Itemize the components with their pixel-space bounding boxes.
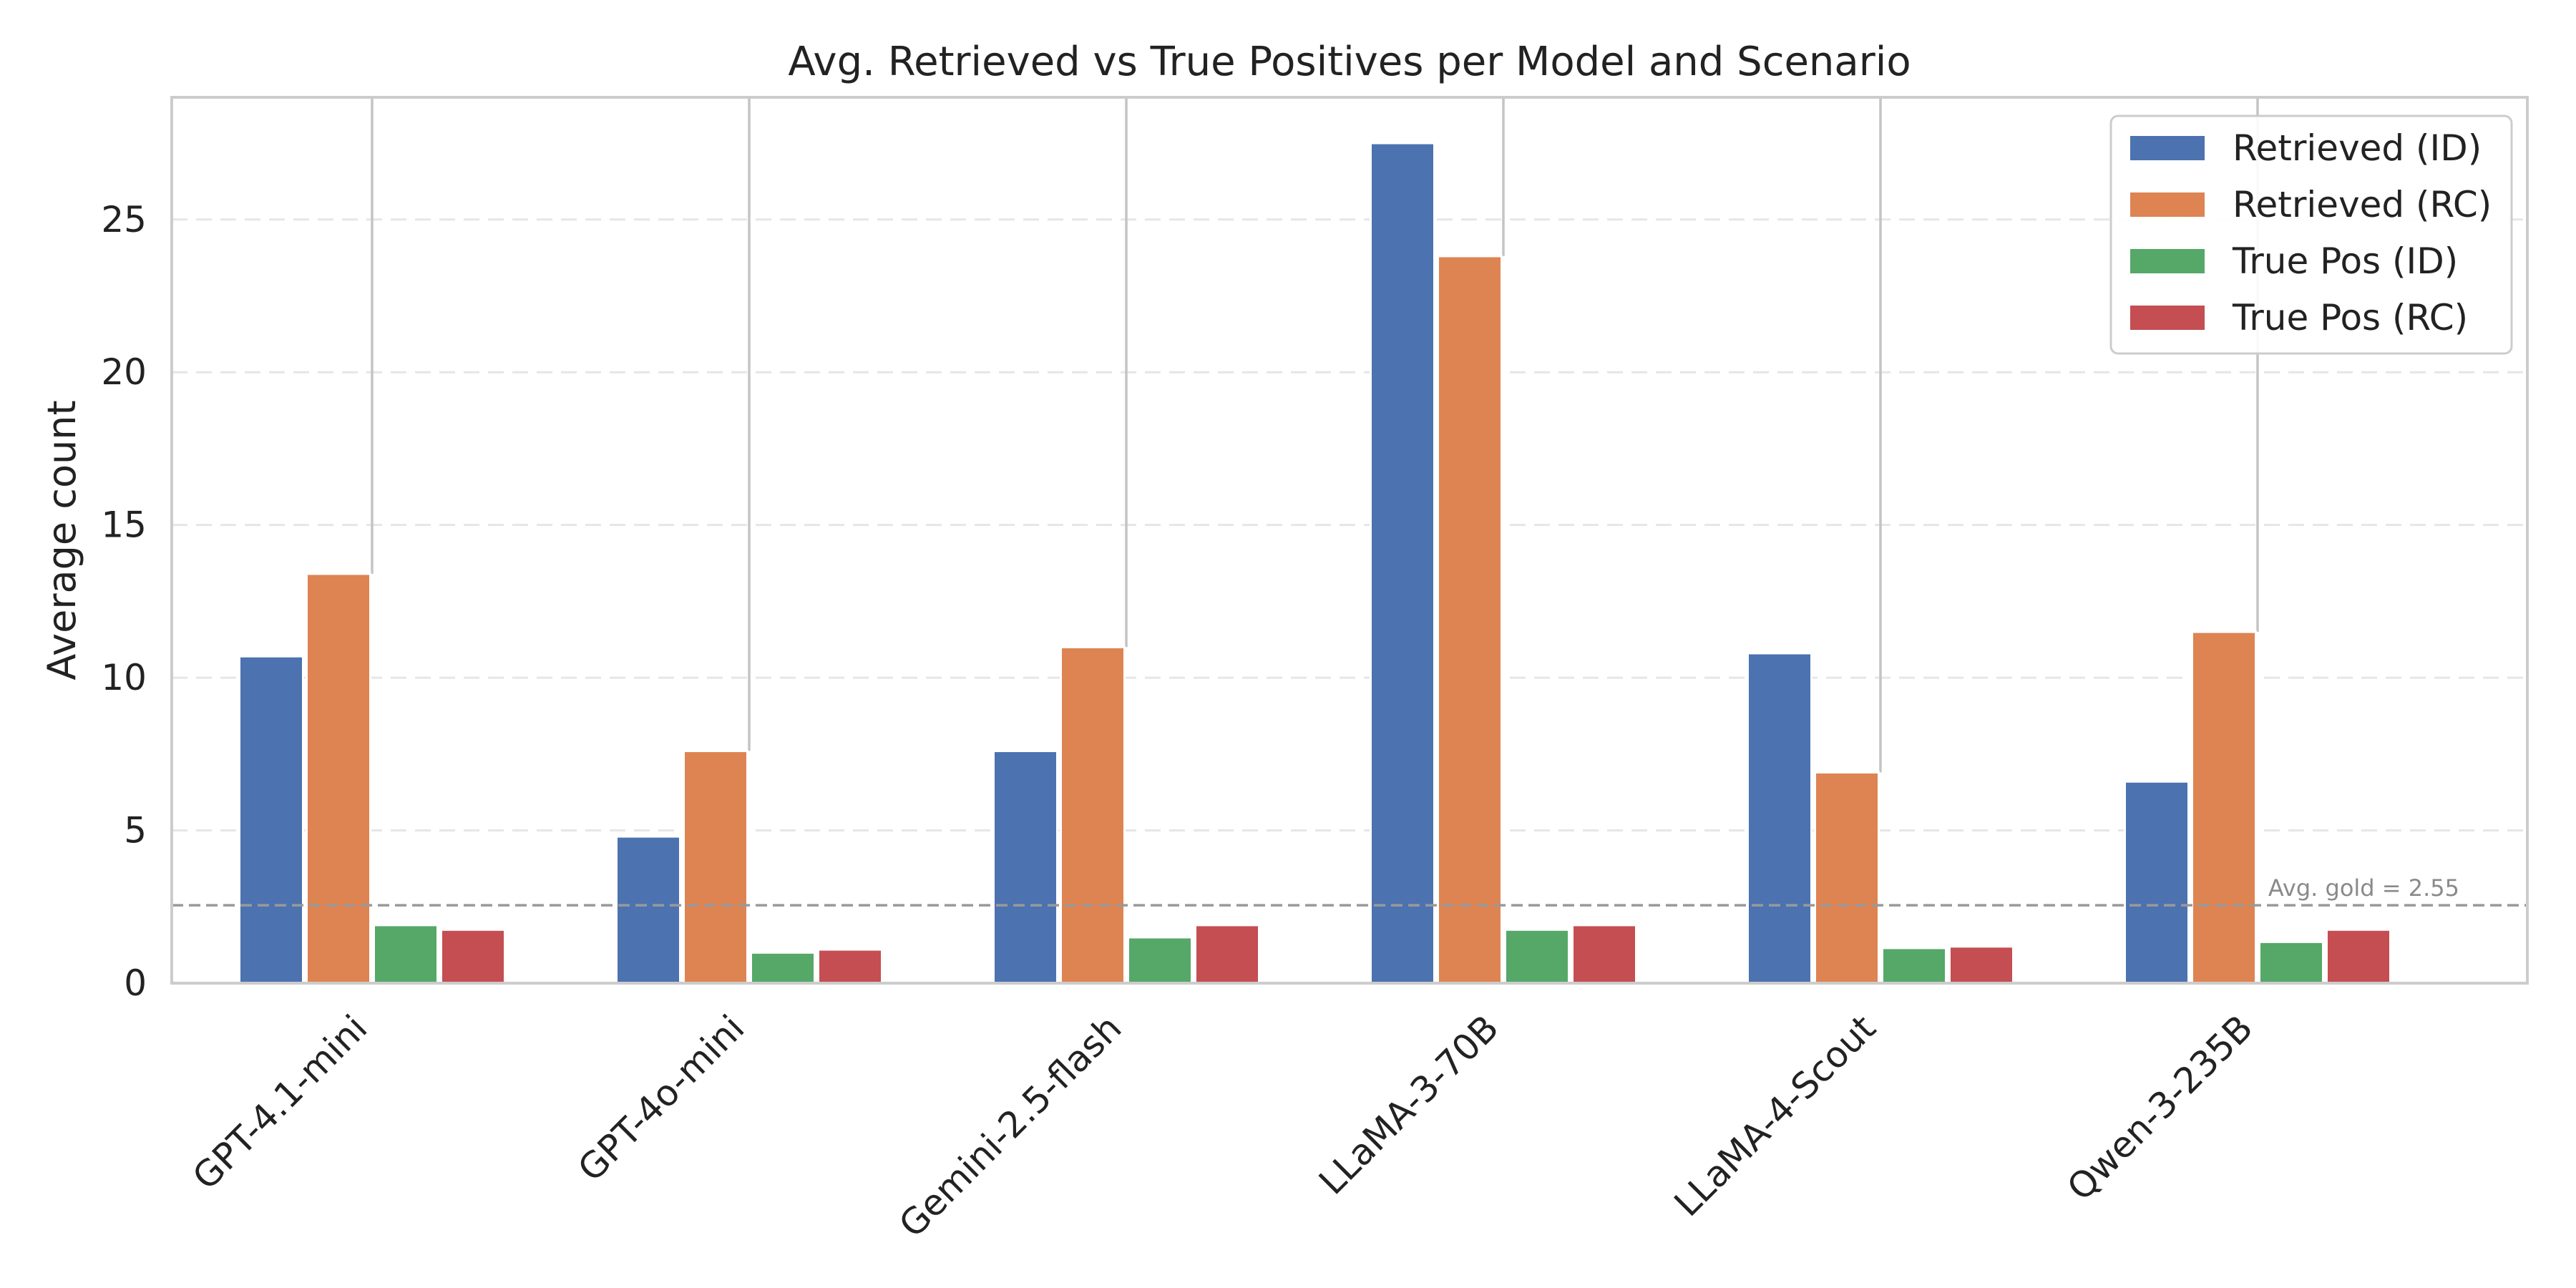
bar-gpt-4o-mini-true-pos-rc (817, 948, 883, 985)
plot-frame (170, 96, 2529, 985)
bar-gpt-4o-mini-retrieved-id (615, 835, 681, 985)
connector-lines (371, 97, 2259, 773)
bar-qwen-3-235b-true-pos-id (2258, 940, 2324, 985)
legend: Retrieved (ID) Retrieved (RC) True Pos (ID… (2109, 114, 2513, 355)
bar-llama-4-scout-true-pos-rc (1948, 945, 2014, 985)
legend-label-true-pos-rc: True Pos (RC) (2232, 297, 2468, 338)
grid-lines (172, 218, 2527, 832)
bar-qwen-3-235b-retrieved-id (2124, 780, 2190, 985)
bar-gpt-4-1-mini-true-pos-id (373, 924, 439, 985)
legend-swatch-retrieved-rc (2130, 192, 2205, 217)
y-tick-label: 15 (101, 504, 147, 546)
legend-label-retrieved-rc: Retrieved (RC) (2233, 184, 2492, 225)
y-tick-labels: 0 5 10 15 20 25 (101, 199, 147, 1004)
bars (238, 142, 2391, 985)
y-tick-label: 20 (101, 351, 147, 393)
legend-swatch-true-pos-id (2130, 249, 2205, 273)
legend-box (2109, 114, 2513, 355)
reference-line-label: Avg. gold = 2.55 (2268, 874, 2459, 902)
bar-llama-3-70b-true-pos-rc (1571, 924, 1637, 985)
bar-gemini-2-5-flash-true-pos-id (1127, 936, 1193, 985)
legend-label-true-pos-id: True Pos (ID) (2232, 240, 2458, 282)
bar-gemini-2-5-flash-retrieved-rc (1060, 645, 1126, 985)
bar-gemini-2-5-flash-retrieved-id (992, 750, 1058, 985)
bar-gpt-4-1-mini-retrieved-id (238, 655, 304, 985)
y-tick-label: 0 (124, 962, 147, 1004)
legend-label-retrieved-id: Retrieved (ID) (2233, 127, 2482, 169)
bar-gpt-4o-mini-true-pos-id (750, 951, 816, 985)
bar-llama-4-scout-retrieved-rc (1814, 771, 1880, 985)
y-tick-label: 5 (124, 810, 147, 852)
bar-qwen-3-235b-retrieved-rc (2191, 630, 2257, 985)
bar-llama-4-scout-true-pos-id (1881, 947, 1947, 985)
legend-swatch-retrieved-id (2130, 136, 2205, 160)
bar-llama-3-70b-retrieved-id (1370, 142, 1435, 985)
bar-gpt-4o-mini-retrieved-rc (683, 750, 748, 985)
bar-gemini-2-5-flash-true-pos-rc (1194, 924, 1260, 985)
bar-gpt-4-1-mini-true-pos-rc (440, 928, 506, 985)
y-tick-label: 25 (101, 199, 147, 240)
reference-line-group: Avg. gold = 2.55 (172, 874, 2527, 907)
bar-llama-3-70b-retrieved-rc (1437, 255, 1503, 985)
legend-swatch-true-pos-rc (2130, 306, 2205, 330)
bar-llama-3-70b-true-pos-id (1504, 928, 1570, 985)
bar-llama-4-scout-retrieved-id (1747, 652, 1813, 985)
y-tick-label: 10 (101, 657, 147, 698)
chart-title: Avg. Retrieved vs True Positives per Mod… (788, 39, 1911, 85)
y-axis-label: Average count (39, 400, 84, 680)
bar-qwen-3-235b-true-pos-rc (2326, 928, 2391, 985)
bar-gpt-4-1-mini-retrieved-rc (306, 572, 371, 985)
